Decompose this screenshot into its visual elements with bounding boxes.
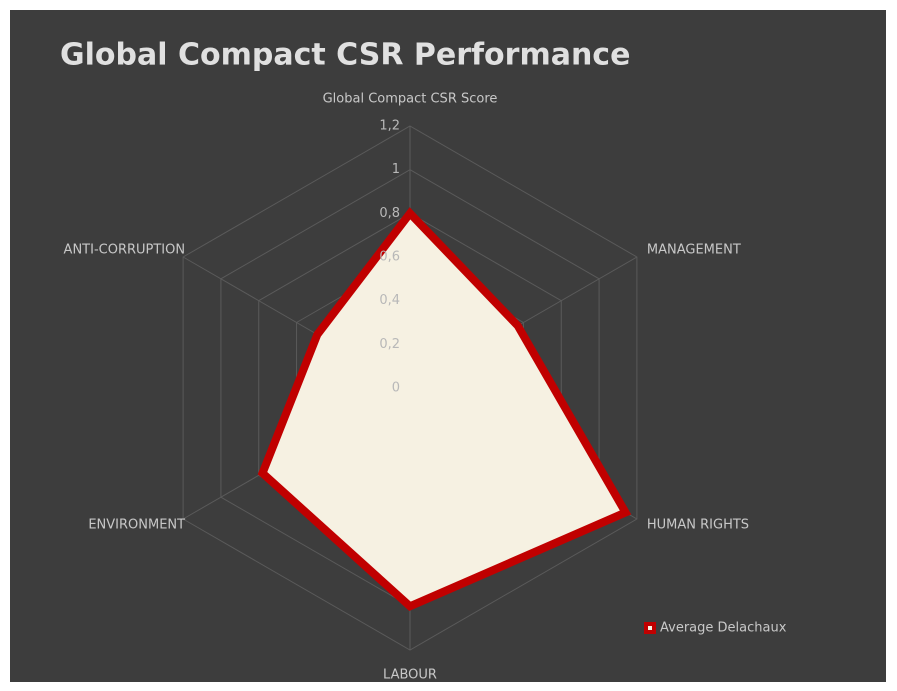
category-label: ENVIRONMENT [88, 518, 185, 533]
category-label: MANAGEMENT [647, 243, 741, 258]
tick-label: 0 [392, 381, 400, 396]
tick-label: 0,8 [379, 206, 400, 221]
category-label: HUMAN RIGHTS [647, 518, 749, 533]
legend-marker-inner [648, 626, 652, 630]
radar-area [257, 207, 632, 612]
category-label: Global Compact CSR Score [323, 92, 498, 107]
category-label: ANTI-CORRUPTION [64, 243, 186, 258]
tick-label: 1 [392, 162, 400, 177]
tick-label: 1,2 [379, 119, 400, 134]
tick-label: 0,2 [379, 337, 400, 352]
category-label: LABOUR [383, 668, 437, 683]
legend-label: Average Delachaux [660, 621, 787, 636]
tick-label: 0,4 [379, 293, 400, 308]
tick-label: 0,6 [379, 250, 400, 265]
chart-title: Global Compact CSR Performance [60, 38, 630, 73]
